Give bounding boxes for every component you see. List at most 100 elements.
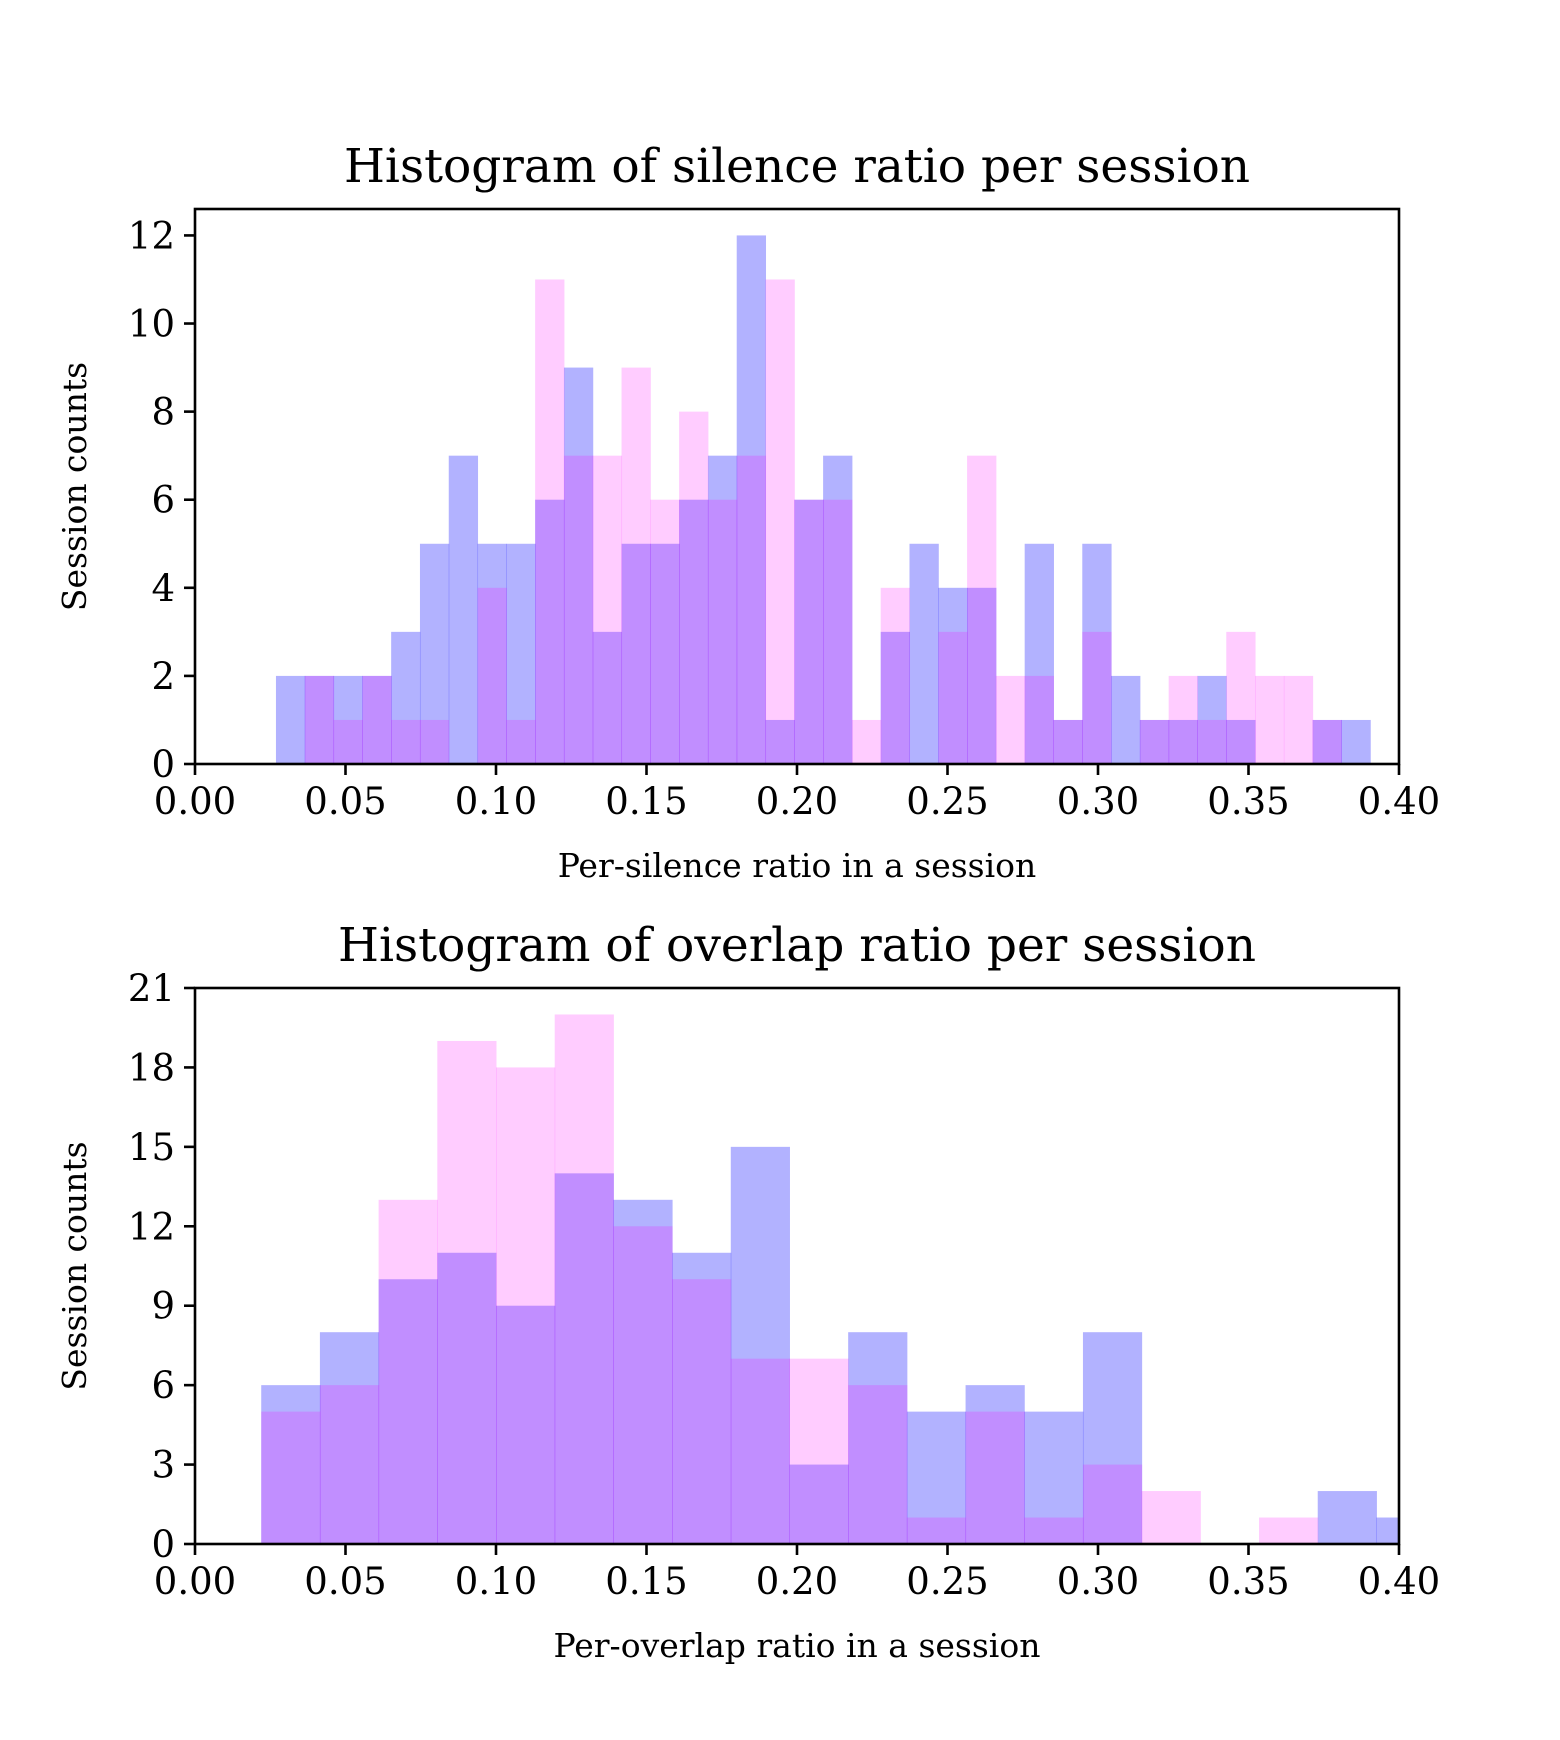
x-tick-label: 0.40 (1358, 1560, 1440, 1603)
histogram-bar (736, 235, 767, 764)
histogram-bar (650, 543, 680, 764)
histogram-bar (391, 719, 421, 764)
x-axis-label: Per-silence ratio in a session (558, 846, 1037, 885)
histogram-bar (765, 279, 795, 764)
histogram-bar (1399, 720, 1428, 764)
histogram-bar (1082, 1332, 1143, 1544)
histogram-bar (621, 367, 651, 764)
histogram-bar (906, 1411, 967, 1544)
histogram-bar (419, 543, 450, 764)
histogram-bar (1082, 631, 1112, 764)
x-tick-label: 0.20 (756, 780, 838, 823)
histogram-bar (1376, 1517, 1399, 1544)
y-tick-label: 15 (128, 1126, 175, 1169)
bars (275, 235, 1428, 764)
histogram-bar (362, 675, 392, 764)
histogram-bar (613, 1199, 673, 1544)
histogram-bar (794, 499, 824, 764)
histogram-bar (554, 1014, 614, 1544)
histogram-bar (1141, 1491, 1201, 1544)
histogram-bar (1111, 675, 1141, 764)
histogram-bar (672, 1252, 732, 1544)
histogram-bar (909, 543, 939, 764)
histogram-bar (261, 1385, 321, 1544)
x-tick-label: 0.25 (906, 780, 988, 823)
x-tick-label: 0.10 (455, 1560, 537, 1603)
histogram-bar (563, 367, 594, 764)
histogram-bar (378, 1279, 438, 1544)
histogram-bar (965, 1411, 1025, 1544)
x-tick-label: 0.35 (1207, 780, 1289, 823)
histogram-bar (1168, 675, 1198, 764)
histogram-bar (789, 1464, 849, 1544)
histogram-bar (730, 1358, 790, 1544)
histogram-bar (1197, 675, 1227, 764)
histogram-bar (848, 1385, 908, 1544)
histogram-bar (592, 631, 623, 764)
subplot-2: 0.00 0.05 0.10 0.15 0.20 0.25 0.30 0.35 0.40 0 3 6 9… (55, 918, 1440, 1665)
y-tick-label: 0 (151, 743, 175, 786)
y-tick-label: 2 (151, 655, 175, 698)
histogram-bar (319, 1332, 380, 1544)
histogram-bar (261, 1411, 321, 1544)
histogram-bar (965, 1385, 1025, 1544)
histogram-bar (707, 499, 738, 764)
x-tick-label: 0.15 (605, 780, 687, 823)
histogram-bar (437, 1040, 497, 1544)
histogram-bar (304, 675, 335, 764)
x-tick-label: 0.30 (1057, 1560, 1139, 1603)
y-tick-label: 3 (151, 1444, 175, 1487)
histogram-bar (1255, 675, 1285, 764)
histogram-bar (1259, 1517, 1319, 1544)
histogram-bar (848, 1332, 908, 1544)
y-axis-label: Session counts (55, 1141, 94, 1390)
y-tick-label: 12 (128, 1205, 175, 1248)
histogram-bar (736, 455, 767, 764)
histogram-bar (535, 499, 565, 764)
y-tick-label: 21 (128, 967, 175, 1010)
histogram-bar (1317, 1491, 1377, 1544)
histogram-bar (554, 1173, 614, 1544)
x-tick-label: 0.20 (756, 1560, 838, 1603)
histogram-bar (477, 587, 507, 764)
y-tick-label: 12 (128, 214, 175, 257)
histogram-bar (362, 675, 392, 764)
x-tick-label: 0.30 (1057, 780, 1139, 823)
histogram-bar (419, 719, 450, 764)
histogram-bar (1024, 1517, 1084, 1544)
y-tick-label: 10 (128, 303, 175, 346)
histogram-bar (448, 455, 479, 764)
bars (261, 1014, 1399, 1544)
histogram-bar (672, 1279, 732, 1544)
x-tick-label: 0.35 (1207, 1560, 1289, 1603)
series-1 (275, 235, 1371, 764)
y-tick-label: 18 (128, 1046, 175, 1089)
y-tick-label: 6 (151, 479, 175, 522)
histogram-bar (1312, 719, 1342, 764)
y-axis-label: Session counts (55, 362, 94, 611)
y-tick-label: 0 (151, 1523, 175, 1566)
histogram-bar (437, 1252, 497, 1544)
histogram-bar (730, 1146, 790, 1544)
chart-title: Histogram of silence ratio per session (344, 139, 1250, 194)
y-tick-label: 8 (151, 391, 175, 434)
x-tick-label: 0.15 (605, 1560, 687, 1603)
histogram-bar (1197, 719, 1227, 764)
series-2 (304, 279, 1428, 764)
histogram-bar (1024, 543, 1054, 764)
histogram-bar (563, 455, 594, 764)
histogram-bar (1024, 1411, 1084, 1544)
histogram-bar (906, 1517, 967, 1544)
histogram-bar (496, 1305, 556, 1544)
histogram-bar (535, 279, 565, 764)
histogram-bar (938, 587, 968, 764)
histogram-bar (275, 675, 306, 764)
histogram-bar (1283, 675, 1314, 764)
histogram-bar (1226, 719, 1256, 764)
histogram-bar (304, 675, 335, 764)
x-tick-label: 0.40 (1358, 780, 1440, 823)
histogram-bar (679, 411, 709, 764)
histogram-bar (1082, 543, 1112, 764)
histogram-bar (967, 587, 997, 764)
